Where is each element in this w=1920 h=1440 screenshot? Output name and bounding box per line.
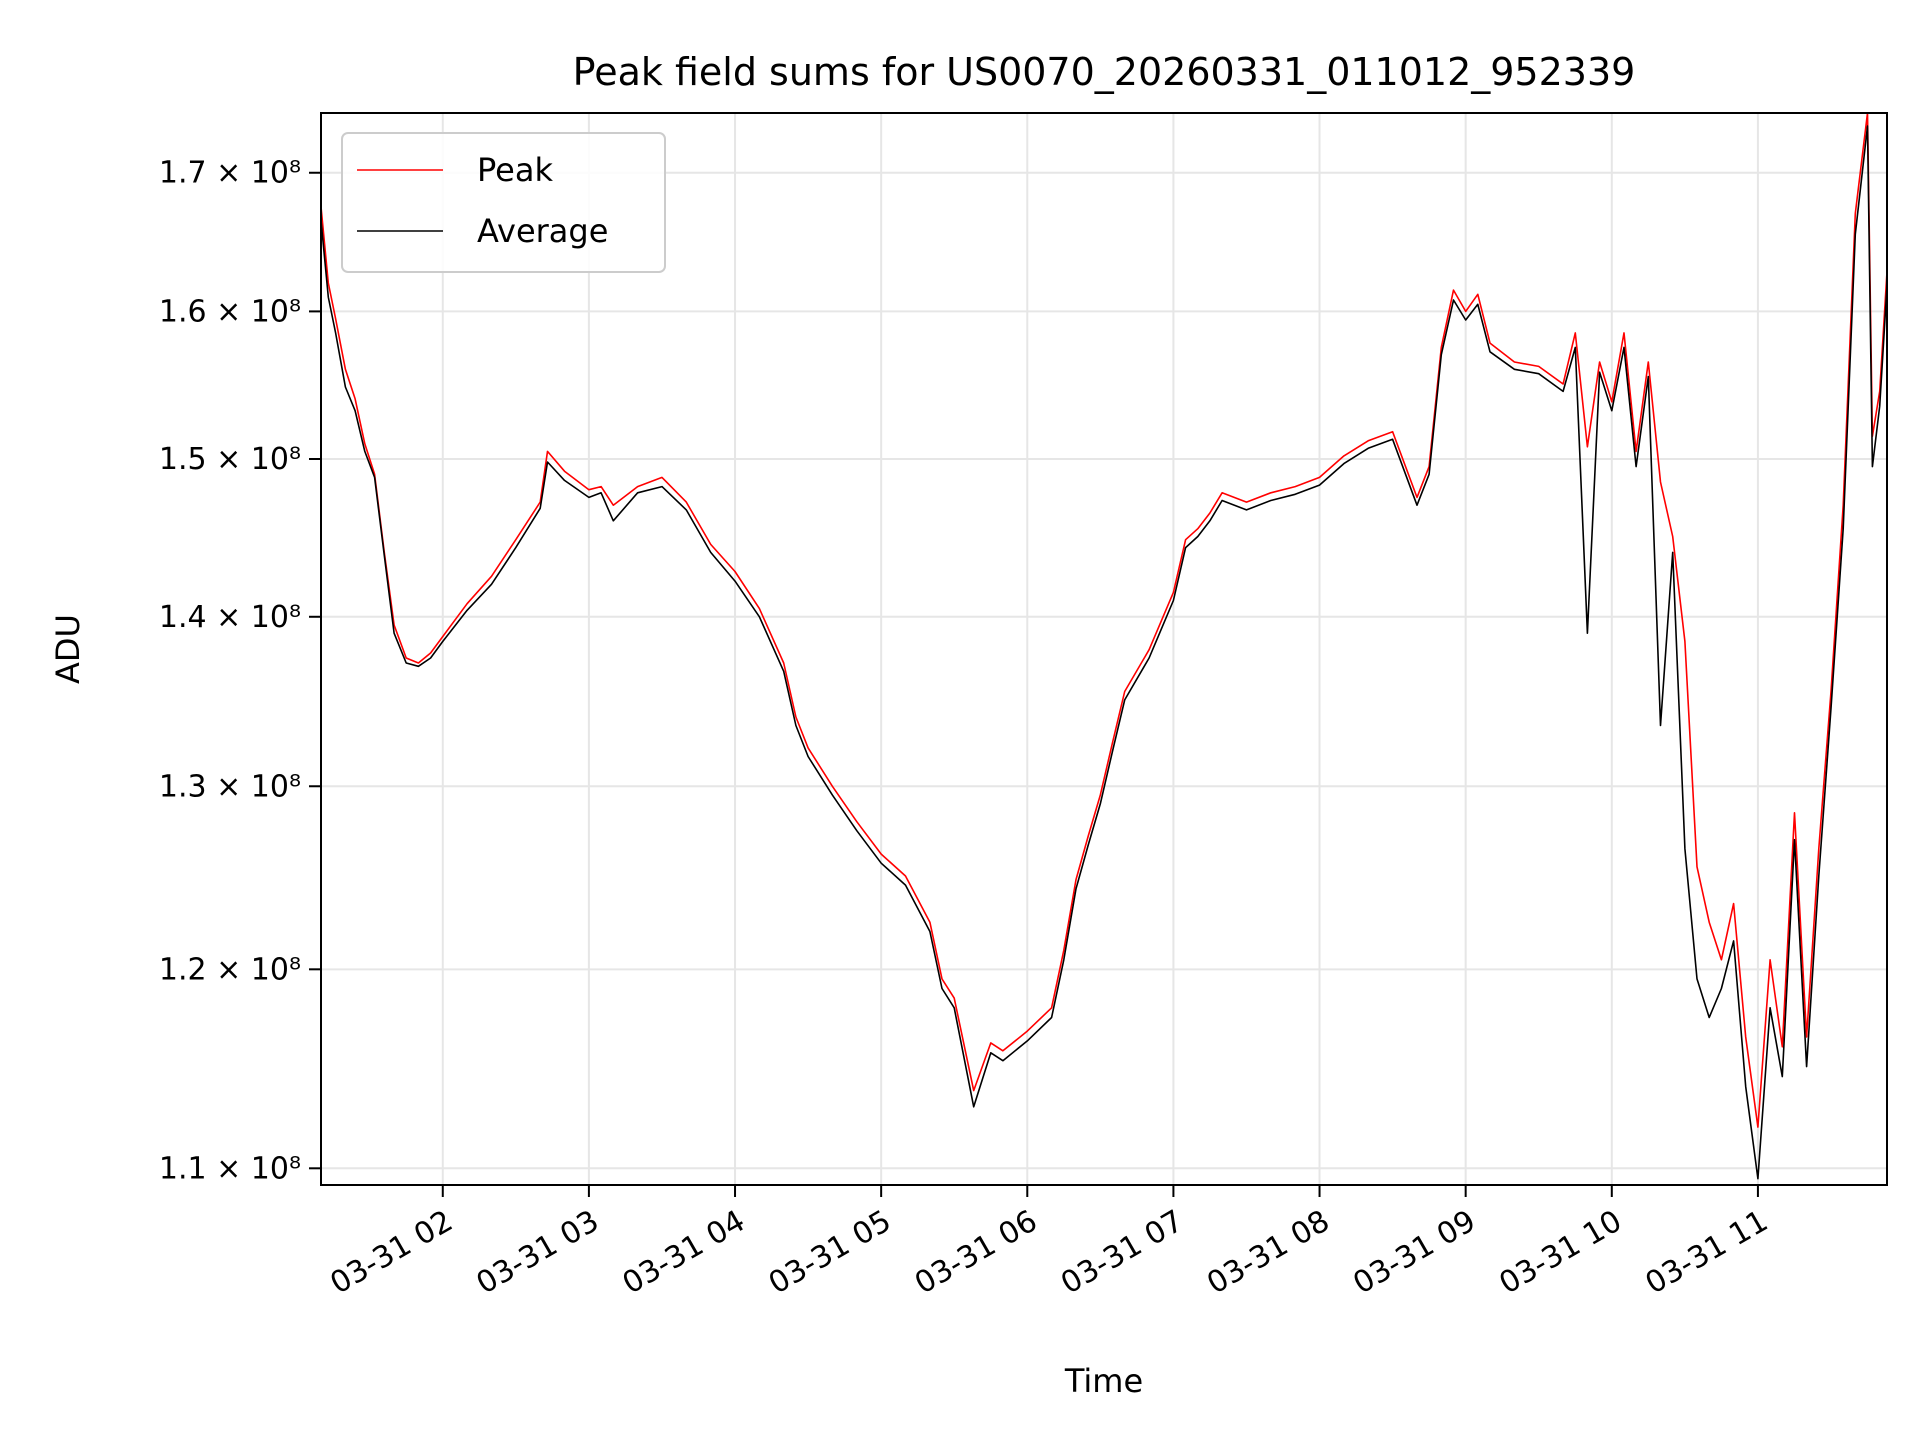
- series-line-peak: [321, 113, 1887, 1128]
- y-tick-label: 1.3 × 10⁸: [159, 769, 301, 804]
- y-tick-label: 1.4 × 10⁸: [159, 600, 301, 635]
- y-tick-label: 1.1 × 10⁸: [159, 1151, 301, 1186]
- legend-box: [341, 132, 666, 273]
- series-line-average: [321, 125, 1887, 1180]
- y-tick-label: 1.2 × 10⁸: [159, 952, 301, 987]
- y-axis: 1.1 × 10⁸ 1.2 × 10⁸ 1.3 × 10⁸ 1.4 × 10⁸ 1.5 …: [159, 156, 321, 1186]
- plot-frame: [320, 112, 1888, 1186]
- series-layer: [321, 113, 1887, 1180]
- legend: Peak Average: [341, 132, 666, 273]
- y-tick-label: 1.7 × 10⁸: [159, 156, 301, 191]
- y-axis-title: ADU: [49, 614, 87, 684]
- legend-label-peak: Peak: [477, 151, 553, 189]
- y-tick-label: 1.6 × 10⁸: [159, 294, 301, 329]
- chart-title: Peak field sums for US0070_20260331_0110…: [573, 50, 1636, 94]
- y-tick-label: 1.5 × 10⁸: [159, 442, 301, 477]
- x-axis-title: Time: [1064, 1362, 1143, 1400]
- legend-label-average: Average: [477, 212, 608, 250]
